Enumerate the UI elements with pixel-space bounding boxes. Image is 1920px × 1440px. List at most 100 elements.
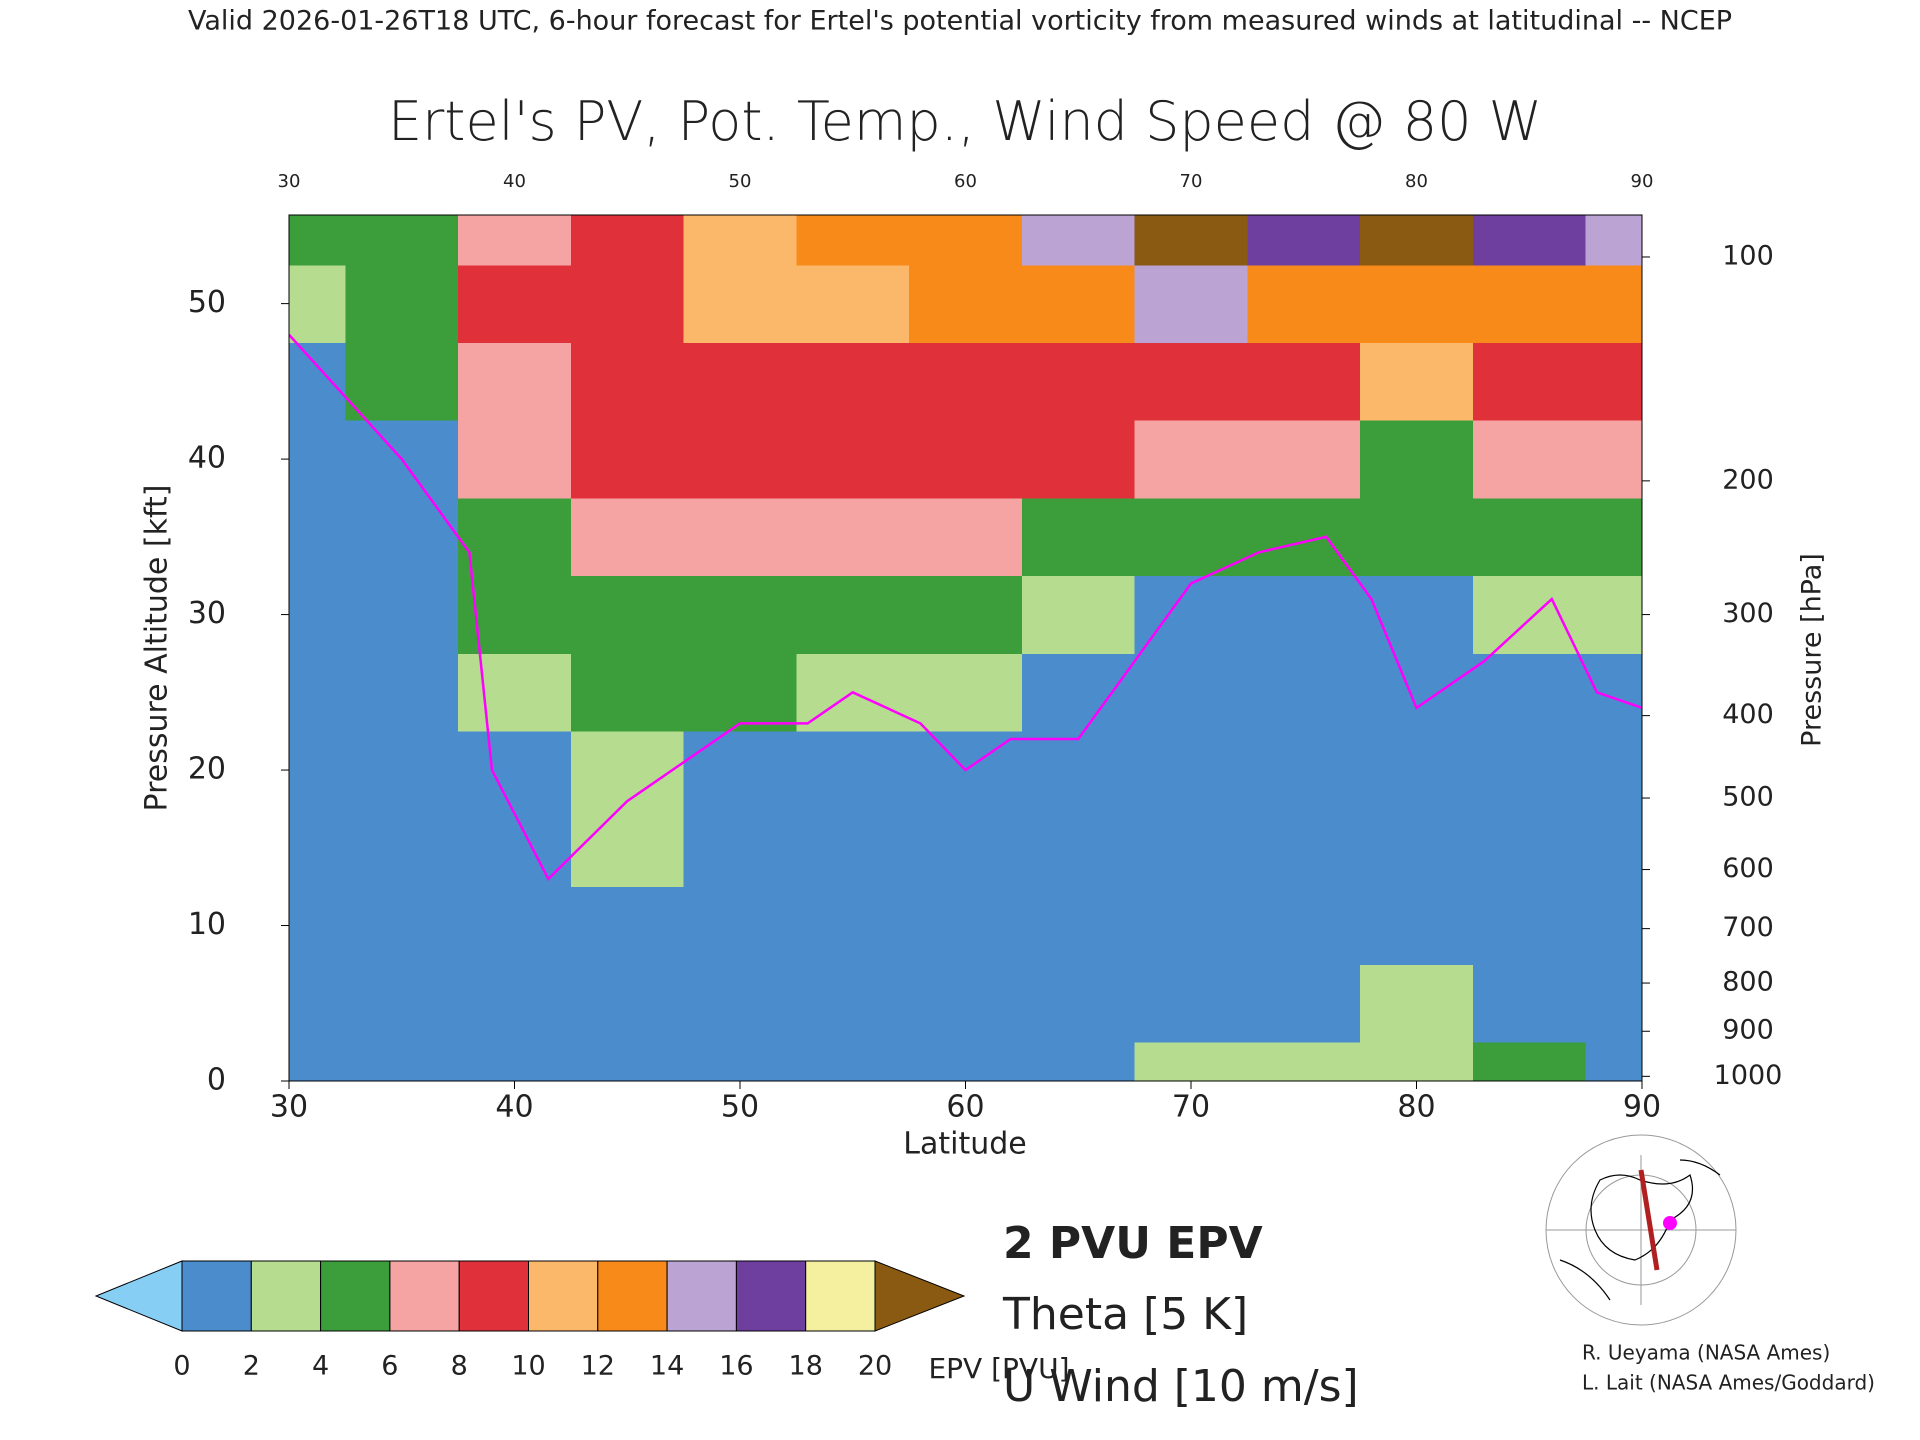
field-cell xyxy=(1360,1042,1474,1081)
pv2-line xyxy=(289,333,1642,881)
x-axis-label: Latitude xyxy=(903,1127,1026,1162)
field-cell xyxy=(570,264,685,343)
y2-tick-label: 700 xyxy=(1722,912,1774,943)
field-cell xyxy=(1021,342,1136,421)
colorbar-bin xyxy=(528,1260,599,1332)
colorbar-bin xyxy=(458,1260,530,1332)
field-cell xyxy=(1247,575,1361,654)
field-cell xyxy=(1585,342,1642,421)
field-cell xyxy=(909,420,1023,499)
colorbar-bin xyxy=(666,1260,737,1332)
field-cell xyxy=(570,575,685,654)
field-cell xyxy=(796,808,910,888)
field-cell xyxy=(345,731,459,810)
field-cell xyxy=(1134,264,1248,343)
field-cell xyxy=(570,653,685,732)
field-cell xyxy=(1472,1042,1587,1081)
field-cell xyxy=(345,808,459,888)
field-cell xyxy=(1247,964,1361,1043)
field-cell xyxy=(345,964,459,1043)
x-top-tick-label: 40 xyxy=(503,171,526,192)
field-cell xyxy=(1021,653,1136,732)
field-cell xyxy=(796,886,910,965)
y2-tick-label: 1000 xyxy=(1714,1060,1783,1091)
colorbar-tick-label: 6 xyxy=(381,1351,398,1382)
field-cell xyxy=(683,497,797,577)
credit: R. Ueyama (NASA Ames) xyxy=(1582,1341,1830,1365)
field-cell xyxy=(1021,420,1136,499)
field-cell xyxy=(570,497,685,577)
field-cell xyxy=(1472,731,1587,810)
field-cell xyxy=(1360,215,1474,266)
field-cell xyxy=(289,215,346,266)
field-cell xyxy=(1472,497,1587,577)
x-tick-label: 30 xyxy=(270,1090,308,1125)
colorbar-tick-label: 8 xyxy=(451,1351,468,1382)
x-top-tick-label: 80 xyxy=(1405,171,1428,192)
field-cell xyxy=(1021,215,1136,266)
field-cell xyxy=(909,808,1023,888)
colorbar-tick-label: 10 xyxy=(511,1351,545,1382)
colorbar-tick-label: 14 xyxy=(650,1351,684,1382)
field-cell xyxy=(909,1042,1023,1081)
field-cell xyxy=(909,886,1023,965)
colorbar-bin xyxy=(181,1260,252,1332)
field-cell xyxy=(683,731,797,810)
field-cell xyxy=(796,420,910,499)
field-cell xyxy=(683,342,797,421)
y2-tick-label: 600 xyxy=(1722,853,1774,884)
field-cell xyxy=(289,497,346,577)
legend-entry: 2 PVU EPV xyxy=(1003,1218,1263,1269)
field-cell xyxy=(683,653,797,732)
field-cell xyxy=(570,731,685,810)
field-cell xyxy=(1585,1042,1642,1081)
colorbar-label: EPV [PVU] xyxy=(928,1352,1069,1385)
field-cell xyxy=(289,420,346,499)
y2-tick-label: 400 xyxy=(1722,699,1774,730)
field-cell xyxy=(1134,886,1248,965)
field-cell xyxy=(570,342,685,421)
y2-tick-label: 900 xyxy=(1722,1015,1774,1046)
field-cell xyxy=(1360,964,1474,1043)
field-cell xyxy=(796,497,910,577)
legend-entry: Theta [5 K] xyxy=(1002,1289,1248,1340)
field-cell xyxy=(1585,497,1642,577)
x-tick-label: 90 xyxy=(1623,1090,1661,1125)
field-cell xyxy=(1021,264,1136,343)
colorbar-tick-label: 12 xyxy=(581,1351,615,1382)
field-cell xyxy=(909,575,1023,654)
field-cell xyxy=(1021,964,1136,1043)
field-cell xyxy=(289,264,346,343)
field-cell xyxy=(458,342,572,421)
field-cell xyxy=(570,886,685,965)
field-cell xyxy=(683,264,797,343)
field-cell xyxy=(796,215,910,266)
field-cell xyxy=(289,886,346,965)
x-tick-label: 70 xyxy=(1172,1090,1210,1125)
field-cell xyxy=(1360,808,1474,888)
field-cell xyxy=(796,1042,910,1081)
y-tick-label: 50 xyxy=(188,285,226,320)
field-cell xyxy=(796,575,910,654)
field-cell xyxy=(345,264,459,343)
field-cell xyxy=(1360,653,1474,732)
field-cell xyxy=(683,1042,797,1081)
field-cell xyxy=(570,1042,685,1081)
y2-tick-label: 500 xyxy=(1722,782,1774,813)
field-cell xyxy=(796,731,910,810)
field-cell xyxy=(1472,420,1587,499)
field-cell xyxy=(1360,342,1474,421)
field-cell xyxy=(909,497,1023,577)
field-cell xyxy=(1021,808,1136,888)
field-cell xyxy=(1021,575,1136,654)
field-cell xyxy=(1360,420,1474,499)
field-cell xyxy=(796,342,910,421)
colorbar-bin xyxy=(389,1260,460,1332)
field-cell xyxy=(1585,964,1642,1043)
field-cell xyxy=(1585,653,1642,732)
field-cell xyxy=(1134,653,1248,732)
colorbar-over xyxy=(874,1260,966,1332)
y2-tick-label: 200 xyxy=(1722,464,1774,495)
field-cell xyxy=(1585,808,1642,888)
field-cell xyxy=(289,342,346,421)
